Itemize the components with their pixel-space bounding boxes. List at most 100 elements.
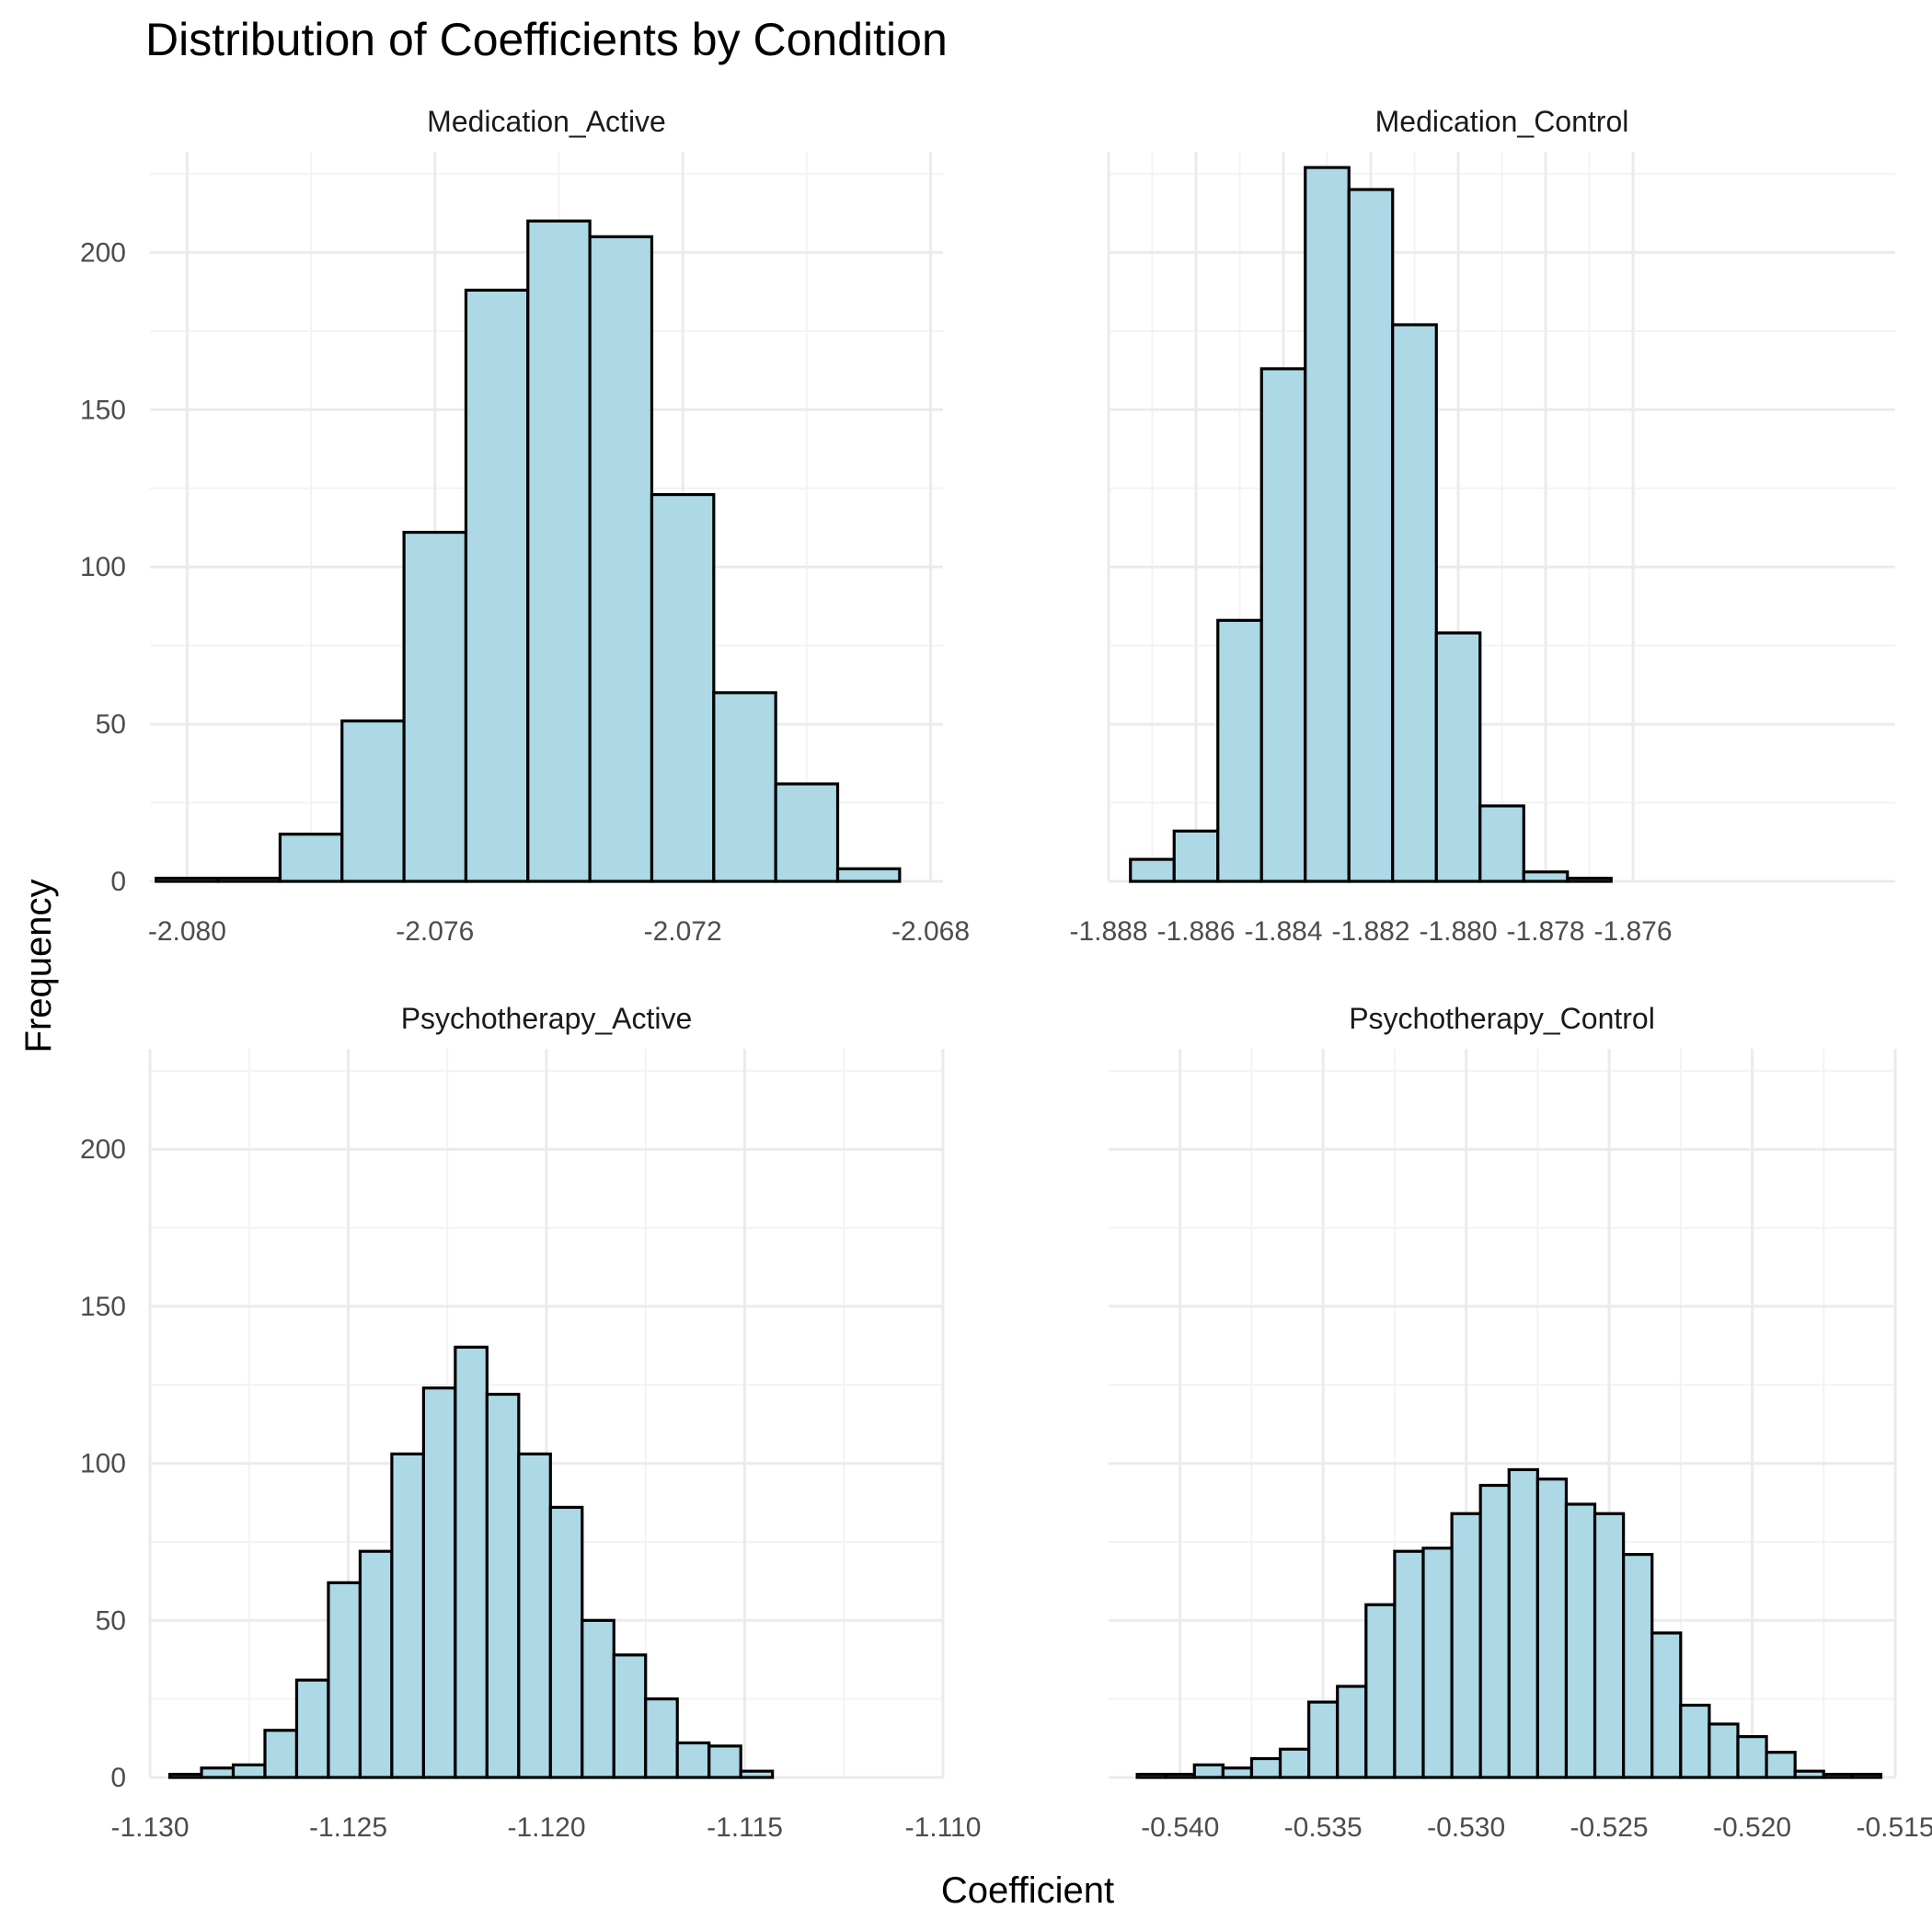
histogram-bar — [1793, 1769, 1825, 1779]
y-tick-label: 0 — [110, 1763, 126, 1793]
histogram-bar — [1304, 166, 1351, 883]
x-tick-label: -1.888 — [1069, 916, 1147, 947]
histogram-bar — [1336, 1685, 1368, 1779]
x-tick-label: -0.520 — [1713, 1812, 1791, 1843]
histogram-bar — [1393, 1549, 1425, 1779]
chart-title: Distribution of Coefficients by Conditio… — [145, 14, 948, 65]
panel-label: Psychotherapy_Control — [1349, 1002, 1655, 1035]
histogram-bar — [644, 1697, 679, 1779]
histogram-bar — [1192, 1763, 1225, 1779]
x-tick-label: -1.110 — [905, 1812, 982, 1843]
x-tick-label: -1.130 — [110, 1812, 189, 1843]
histogram-bar — [340, 719, 406, 883]
histogram-bar — [650, 492, 716, 883]
y-tick-label: 200 — [80, 237, 126, 268]
x-axis-title: Coefficient — [941, 1870, 1114, 1911]
panel-psychotherapy-control: Psychotherapy_Control -0.540 -0.535 -0.530 -… — [1109, 1002, 1932, 1843]
x-tick-label: -0.515 — [1856, 1812, 1932, 1843]
x-tick-label: -2.068 — [891, 916, 970, 947]
x-tick-label: -1.878 — [1506, 916, 1584, 947]
y-tick-label: 200 — [80, 1134, 126, 1165]
panel-psychotherapy-active: Psychotherapy_Active 0 50 100 150 200 -1.130 -1… — [80, 1002, 981, 1843]
histogram-bar — [1135, 1772, 1167, 1779]
histogram-bar — [1434, 631, 1482, 883]
panel-label: Medication_Active — [427, 105, 666, 138]
histogram-bar — [612, 1653, 648, 1779]
histogram-bar — [1850, 1772, 1883, 1779]
histogram-bar — [1364, 1603, 1397, 1779]
histogram-bar — [1593, 1512, 1626, 1779]
histogram-bar — [739, 1769, 775, 1779]
histogram-bar — [675, 1741, 711, 1779]
histogram-bar — [1259, 367, 1307, 883]
histogram-bar — [278, 833, 344, 883]
histogram-bar — [231, 1763, 267, 1779]
histogram-bar — [1736, 1735, 1768, 1779]
x-tick-label: -1.120 — [507, 1812, 585, 1843]
histogram-bar — [485, 1392, 521, 1779]
x-tick-label: -0.525 — [1570, 1812, 1649, 1843]
histogram-bar — [1765, 1751, 1797, 1779]
y-tick-label: 150 — [80, 395, 126, 425]
histogram-bar — [1164, 1772, 1196, 1779]
histogram-bar — [1129, 857, 1176, 883]
x-tick-label: -2.072 — [644, 916, 722, 947]
histogram-bar — [1679, 1703, 1711, 1779]
histogram-bar — [216, 876, 282, 883]
histogram-bar — [835, 867, 902, 883]
histogram-bar — [1421, 1547, 1454, 1779]
histogram-bar — [1249, 1756, 1282, 1779]
histogram-bar — [1278, 1747, 1311, 1779]
histogram-bar — [167, 1772, 203, 1779]
histogram-bar — [712, 691, 777, 883]
x-tick-label: -0.530 — [1427, 1812, 1505, 1843]
histogram-bar — [155, 876, 220, 883]
y-tick-label: 150 — [80, 1292, 126, 1322]
histogram-bar — [1535, 1478, 1569, 1779]
x-tick-label: -1.125 — [309, 1812, 387, 1843]
histogram-bar — [1522, 870, 1570, 883]
histogram-bar — [707, 1744, 742, 1779]
histogram-bar — [526, 219, 592, 883]
x-tick-label: -0.535 — [1284, 1812, 1363, 1843]
panel-label: Psychotherapy_Active — [401, 1002, 693, 1035]
x-tick-label: -1.880 — [1419, 916, 1497, 947]
histogram-bar — [581, 1618, 615, 1779]
histogram-bar — [454, 1345, 489, 1779]
x-tick-label: -0.540 — [1141, 1812, 1219, 1843]
y-tick-label: 100 — [80, 552, 126, 582]
histogram-bar — [1172, 829, 1220, 883]
histogram-bar — [1650, 1631, 1683, 1779]
histogram-bar — [358, 1549, 394, 1779]
panel-label: Medication_Control — [1375, 105, 1629, 138]
histogram-bar — [1507, 1467, 1539, 1779]
histogram-bar — [548, 1505, 584, 1779]
x-tick-label: -1.115 — [707, 1812, 783, 1843]
histogram-bar — [1822, 1772, 1854, 1779]
x-tick-label: -1.886 — [1156, 916, 1235, 947]
x-tick-label: -2.076 — [396, 916, 474, 947]
histogram-bar — [464, 288, 530, 883]
x-tick-label: -1.882 — [1331, 916, 1409, 947]
histogram-bar — [200, 1766, 236, 1779]
histogram-bar — [327, 1581, 362, 1779]
facet-panels: Medication_Active 0 50 100 150 200 -2.080 -2.07… — [80, 105, 1932, 1843]
x-tick-label: -2.080 — [148, 916, 226, 947]
histogram-bar — [1216, 618, 1263, 883]
x-tick-label: -1.884 — [1244, 916, 1322, 947]
histogram-bar — [263, 1729, 299, 1779]
y-tick-label: 0 — [110, 867, 126, 897]
histogram-bar — [774, 782, 840, 883]
histogram-bar — [1307, 1700, 1340, 1779]
histogram-bar — [1221, 1766, 1254, 1779]
y-tick-label: 50 — [96, 1605, 126, 1636]
histogram-bar — [421, 1386, 457, 1779]
histogram-bar — [517, 1452, 552, 1779]
panel-medication-control: Medication_Control -1.888 -1.886 -1.884 -1.8… — [1069, 105, 1895, 947]
y-axis-title: Frequency — [18, 880, 59, 1053]
histogram-bar — [1347, 188, 1395, 883]
histogram-bar — [1391, 323, 1438, 883]
histogram-bar — [1478, 804, 1525, 883]
histogram-bar — [1566, 876, 1613, 883]
